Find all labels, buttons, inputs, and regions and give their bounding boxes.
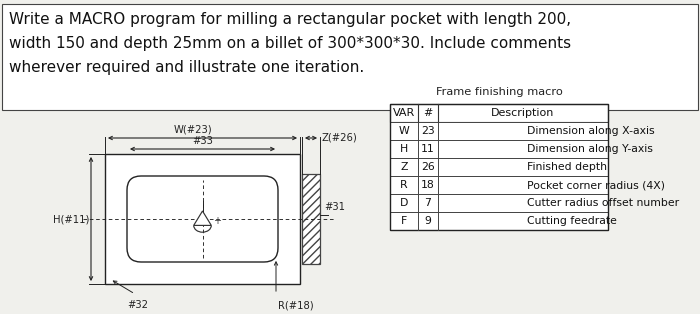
Bar	[390, 104, 608, 230]
Bar	[390, 194, 608, 212]
Bar	[390, 140, 608, 158]
Text: #32: #32	[127, 300, 148, 310]
Text: H: H	[400, 144, 408, 154]
Text: R: R	[400, 180, 408, 190]
Text: H(#11): H(#11)	[52, 214, 89, 224]
Bar	[302, 174, 320, 264]
Text: Cutting feedrate: Cutting feedrate	[527, 216, 617, 226]
Text: 26: 26	[421, 162, 435, 172]
Text: 11: 11	[421, 144, 435, 154]
Bar	[390, 158, 608, 176]
Text: Pocket corner radius (4X): Pocket corner radius (4X)	[527, 180, 665, 190]
Text: 23: 23	[421, 126, 435, 136]
FancyBboxPatch shape	[127, 176, 278, 262]
Text: R(#18): R(#18)	[278, 300, 314, 310]
Text: #: #	[424, 108, 433, 118]
Text: D: D	[400, 198, 408, 208]
Bar	[390, 122, 608, 140]
Text: #31: #31	[324, 202, 345, 212]
Polygon shape	[194, 211, 211, 225]
Text: 18: 18	[421, 180, 435, 190]
Text: Cutter radius offset number: Cutter radius offset number	[527, 198, 679, 208]
Text: F: F	[401, 216, 407, 226]
Text: Dimension along Y-axis: Dimension along Y-axis	[527, 144, 653, 154]
Text: +: +	[213, 216, 221, 225]
Text: 7: 7	[425, 198, 431, 208]
Bar	[390, 104, 608, 122]
Text: Description: Description	[491, 108, 554, 118]
Bar	[390, 212, 608, 230]
Text: Z(#26): Z(#26)	[322, 132, 358, 142]
Text: W: W	[398, 126, 409, 136]
Bar	[105, 154, 300, 284]
Text: Write a MACRO program for milling a rectangular pocket with length 200,
width 15: Write a MACRO program for milling a rect…	[9, 12, 571, 75]
Text: #33: #33	[192, 136, 213, 146]
Text: 9: 9	[425, 216, 431, 226]
Text: Z: Z	[400, 162, 407, 172]
Text: Finished depth: Finished depth	[527, 162, 607, 172]
Text: W(#23): W(#23)	[174, 124, 212, 134]
Text: VAR: VAR	[393, 108, 415, 118]
Text: Dimension along X-axis: Dimension along X-axis	[527, 126, 654, 136]
Text: Frame finishing macro: Frame finishing macro	[435, 87, 562, 97]
Bar	[2, 4, 698, 110]
Bar	[390, 176, 608, 194]
